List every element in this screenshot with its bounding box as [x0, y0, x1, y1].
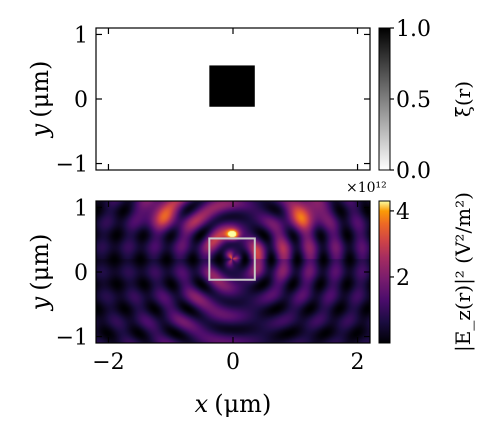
bottom-colorbar: [378, 200, 391, 344]
top-ytick-label: 0: [74, 88, 88, 113]
bottom-cbtick-label: 2: [396, 266, 410, 291]
bottom-y-ticks: −1 0 1: [56, 196, 370, 351]
field-heatmap: [96, 201, 370, 343]
bottom-cbtick-label: 4: [396, 200, 410, 225]
bottom-xtick-label: −2: [92, 350, 124, 375]
top-cbtick-label: 1.0: [396, 17, 431, 42]
bottom-colorbar-ticks: 24: [390, 200, 410, 291]
top-y-ticks: −1 0 1: [56, 23, 370, 178]
bottom-y-axis-label: y(μm): [26, 234, 54, 312]
scatterer-outline-box: [208, 237, 256, 281]
top-colorbar-ticks: 0.0 0.5 1.0: [390, 17, 431, 184]
bottom-xtick-label: 2: [351, 350, 365, 375]
top-ytick-label: 1: [74, 23, 88, 48]
top-ytick-label: −1: [56, 153, 88, 178]
top-cbtick-label: 0.5: [396, 88, 431, 113]
bottom-panel: −101 −2 0 2 y(μm) x (μm) 24 ×10¹² |E_z(r)|²…: [26, 180, 476, 418]
top-colorbar-label: ξ̄(r): [451, 81, 475, 117]
top-cbtick-label: 0.0: [396, 159, 431, 184]
top-colorbar: [378, 27, 391, 171]
bottom-colorbar-label: |E_z(r)|² (V²/m²): [451, 192, 476, 352]
bottom-x-ticks: −2 0 2: [92, 201, 365, 375]
top-y-axis-label: y(μm): [26, 61, 54, 139]
bottom-xtick-label: 0: [226, 350, 240, 375]
bottom-ytick-label: 0: [74, 261, 88, 286]
scatterer-square: [209, 65, 255, 107]
bottom-colorbar-exponent: ×10¹²: [346, 180, 387, 196]
top-panel: −1 0 1 y(μm) 0.0 0.5 1.0 ξ̄(r): [26, 17, 475, 184]
x-axis-label: x (μm): [195, 390, 272, 418]
bottom-ytick-label: −1: [56, 326, 88, 351]
bottom-ytick-label: 1: [74, 196, 88, 221]
